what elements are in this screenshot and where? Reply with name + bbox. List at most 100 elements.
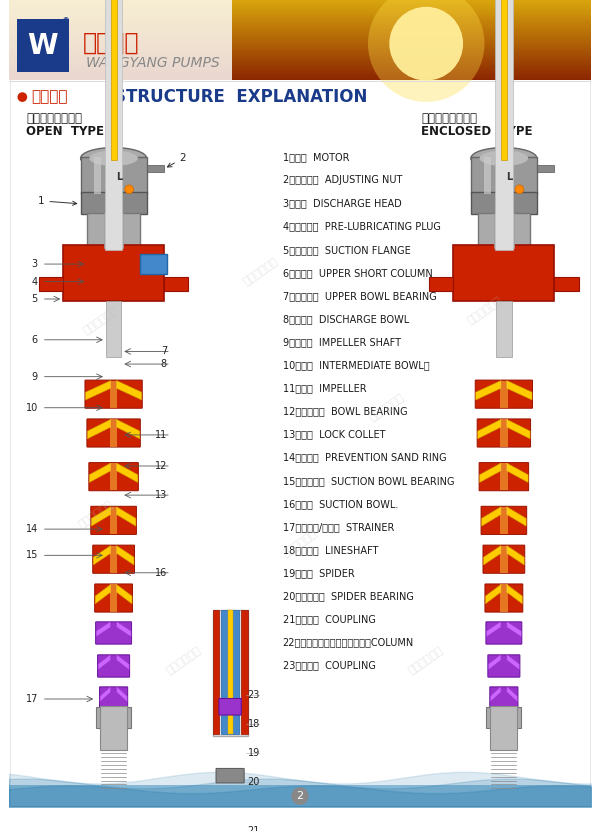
- Bar: [9, 11, 591, 12]
- Polygon shape: [116, 686, 127, 702]
- Text: 21: 21: [248, 826, 260, 831]
- FancyBboxPatch shape: [219, 699, 241, 715]
- Bar: [9, 785, 591, 807]
- FancyBboxPatch shape: [485, 584, 523, 612]
- FancyBboxPatch shape: [479, 463, 529, 491]
- Bar: [9, 24, 591, 25]
- Bar: [484, 157, 491, 194]
- Bar: [9, 31, 591, 32]
- Bar: [9, 18, 591, 19]
- Bar: [9, 1, 591, 2]
- Bar: [212, 610, 248, 736]
- Text: 8: 8: [161, 359, 167, 369]
- Bar: [94, 157, 101, 194]
- Bar: [501, 0, 507, 160]
- Text: 12、中壳轴承  BOWL BEARING: 12、中壳轴承 BOWL BEARING: [283, 406, 407, 416]
- Text: 11、叶轮  IMPELLER: 11、叶轮 IMPELLER: [283, 383, 366, 393]
- Text: 21、联管器  COUPLING: 21、联管器 COUPLING: [283, 614, 376, 624]
- Polygon shape: [116, 463, 138, 483]
- Bar: [9, 66, 591, 67]
- Circle shape: [368, 0, 484, 102]
- Polygon shape: [490, 686, 501, 702]
- FancyBboxPatch shape: [100, 687, 128, 709]
- Polygon shape: [507, 622, 521, 637]
- Text: 南京汪洋制泵: 南京汪洋制泵: [466, 295, 503, 326]
- Bar: [110, 584, 118, 612]
- Bar: [9, 21, 591, 22]
- Bar: [500, 546, 508, 573]
- Bar: [9, 34, 591, 36]
- Bar: [9, 47, 591, 48]
- Polygon shape: [116, 622, 131, 637]
- Bar: [429, 277, 454, 291]
- Bar: [9, 25, 591, 27]
- Bar: [9, 26, 591, 27]
- Bar: [9, 14, 591, 16]
- Bar: [9, 74, 591, 76]
- Bar: [471, 157, 537, 194]
- FancyBboxPatch shape: [87, 419, 140, 447]
- Bar: [9, 42, 591, 44]
- FancyBboxPatch shape: [481, 506, 527, 534]
- Text: 南京汪洋制泵: 南京汪洋制泵: [164, 645, 203, 676]
- Bar: [106, 301, 121, 357]
- Text: 6、上短管  UPPER SHORT COLUMN: 6、上短管 UPPER SHORT COLUMN: [283, 268, 432, 278]
- Text: 18: 18: [248, 719, 260, 730]
- FancyBboxPatch shape: [477, 419, 530, 447]
- Text: 6: 6: [32, 335, 38, 345]
- Bar: [9, 59, 591, 60]
- Polygon shape: [482, 507, 501, 526]
- Text: 15: 15: [26, 550, 38, 560]
- Text: 2: 2: [296, 791, 304, 801]
- Bar: [104, 213, 124, 248]
- Bar: [454, 244, 554, 301]
- Bar: [9, 19, 591, 21]
- Text: 南京汪洋制泵: 南京汪洋制泵: [242, 256, 280, 288]
- FancyBboxPatch shape: [488, 655, 520, 677]
- Text: 1、电机  MOTOR: 1、电机 MOTOR: [283, 152, 349, 162]
- Bar: [140, 254, 167, 273]
- Bar: [9, 68, 591, 70]
- Bar: [9, 8, 591, 10]
- Bar: [9, 61, 591, 62]
- Polygon shape: [507, 463, 528, 483]
- Ellipse shape: [80, 148, 146, 169]
- Bar: [554, 277, 578, 291]
- Text: STRUCTURE  EXPLANATION: STRUCTURE EXPLANATION: [113, 88, 367, 106]
- Text: W: W: [28, 32, 58, 60]
- Bar: [9, 4, 591, 6]
- Bar: [494, 213, 514, 248]
- FancyBboxPatch shape: [486, 622, 522, 644]
- Bar: [9, 40, 591, 42]
- Bar: [487, 706, 521, 728]
- Bar: [221, 610, 239, 734]
- Circle shape: [291, 787, 309, 804]
- FancyBboxPatch shape: [483, 545, 525, 573]
- Text: 23、联轴器  COUPLING: 23、联轴器 COUPLING: [283, 661, 376, 671]
- Bar: [17, 19, 69, 71]
- Bar: [9, 49, 591, 51]
- Polygon shape: [116, 654, 129, 670]
- Bar: [9, 64, 591, 65]
- Text: 20、支架轴承  SPIDER BEARING: 20、支架轴承 SPIDER BEARING: [283, 592, 413, 602]
- Text: 2、调整螺母  ADJUSTING NUT: 2、调整螺母 ADJUSTING NUT: [283, 175, 402, 185]
- Polygon shape: [88, 420, 110, 439]
- Bar: [500, 420, 508, 446]
- Bar: [9, 44, 591, 46]
- Bar: [9, 22, 591, 23]
- Bar: [9, 17, 591, 18]
- Bar: [9, 66, 591, 68]
- Bar: [9, 55, 591, 57]
- Text: 2: 2: [167, 153, 186, 167]
- Bar: [9, 15, 591, 17]
- Polygon shape: [485, 584, 501, 604]
- Text: 15、下壳轴承  SUCTION BOWL BEARING: 15、下壳轴承 SUCTION BOWL BEARING: [283, 476, 454, 486]
- Bar: [9, 73, 591, 75]
- Bar: [537, 165, 554, 172]
- FancyBboxPatch shape: [490, 687, 518, 709]
- Bar: [9, 43, 591, 45]
- Bar: [9, 32, 591, 33]
- Polygon shape: [85, 381, 110, 400]
- Bar: [96, 706, 131, 728]
- Bar: [9, 7, 591, 9]
